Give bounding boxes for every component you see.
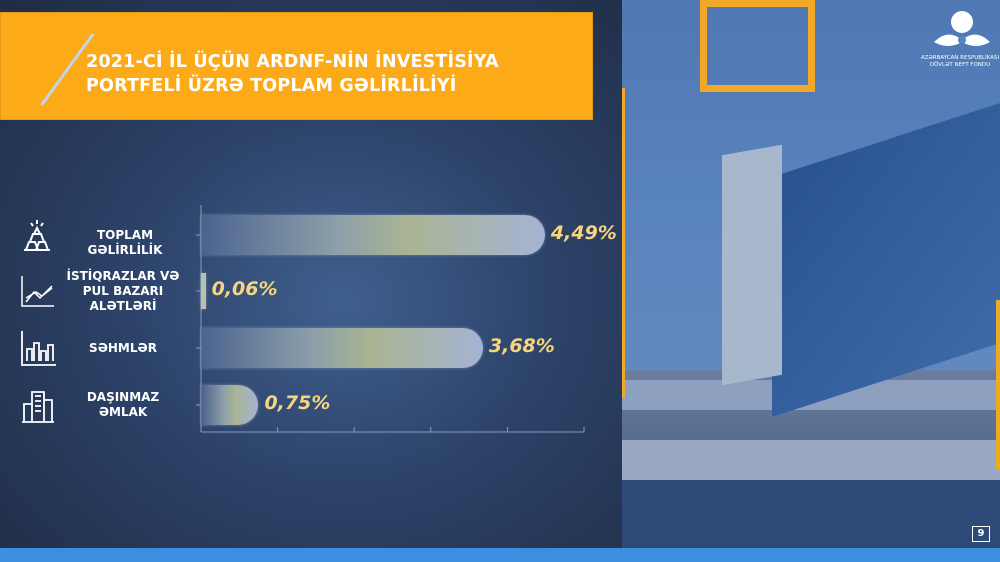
category-label-line: TOPLAM GƏLİRLİLİK bbox=[87, 227, 163, 257]
bar bbox=[201, 215, 545, 255]
gold-bars-icon bbox=[18, 216, 56, 254]
value-label: 0,06% bbox=[211, 278, 278, 300]
category-label: DAŞINMAZ ƏMLAK bbox=[60, 390, 186, 420]
buildings-icon bbox=[18, 386, 56, 424]
value-label: 0,75% bbox=[264, 392, 331, 414]
category-label-line: İSTİQRAZLAR VƏ bbox=[66, 268, 180, 283]
title-line-1: 2021-Cİ İL ÜÇÜN ARDNF-NİN İNVESTİSİYA bbox=[86, 52, 499, 72]
bottom-strip bbox=[0, 548, 1000, 562]
bar-chart-icon bbox=[18, 329, 56, 367]
value-label: 4,49% bbox=[550, 222, 617, 244]
category-label-line: PUL BAZARI bbox=[82, 283, 164, 298]
category-label: TOPLAM GƏLİRLİLİK bbox=[60, 228, 190, 258]
category-label: İSTİQRAZLAR VƏ PUL BAZARI ALƏTLƏRİ bbox=[60, 269, 186, 314]
category-label: SƏHMLƏR bbox=[60, 341, 186, 356]
title-banner bbox=[0, 12, 593, 120]
title-line-2: PORTFELİ ÜZRƏ TOPLAM GƏLİRLİLİYİ bbox=[86, 76, 457, 96]
line-chart-icon bbox=[18, 272, 56, 310]
category-label-line: ALƏTLƏRİ bbox=[89, 298, 157, 313]
slide-title: 2021-Cİ İL ÜÇÜN ARDNF-NİN İNVESTİSİYA PO… bbox=[86, 50, 499, 98]
bar bbox=[201, 273, 206, 309]
fund-logo-text: AZƏRBAYCAN RESPUBLİKASI DÖVLƏT NEFT FONDU bbox=[920, 55, 1000, 68]
category-label-line: DAŞINMAZ bbox=[86, 390, 160, 404]
category-label-line: SƏHMLƏR bbox=[89, 340, 157, 355]
page-number: 9 bbox=[972, 526, 990, 542]
category-label-line: ƏMLAK bbox=[98, 405, 148, 419]
bar bbox=[201, 328, 483, 368]
bar bbox=[201, 385, 259, 425]
building-photo bbox=[622, 0, 1000, 548]
value-label: 3,68% bbox=[488, 335, 555, 357]
fund-logo-icon bbox=[934, 11, 990, 46]
